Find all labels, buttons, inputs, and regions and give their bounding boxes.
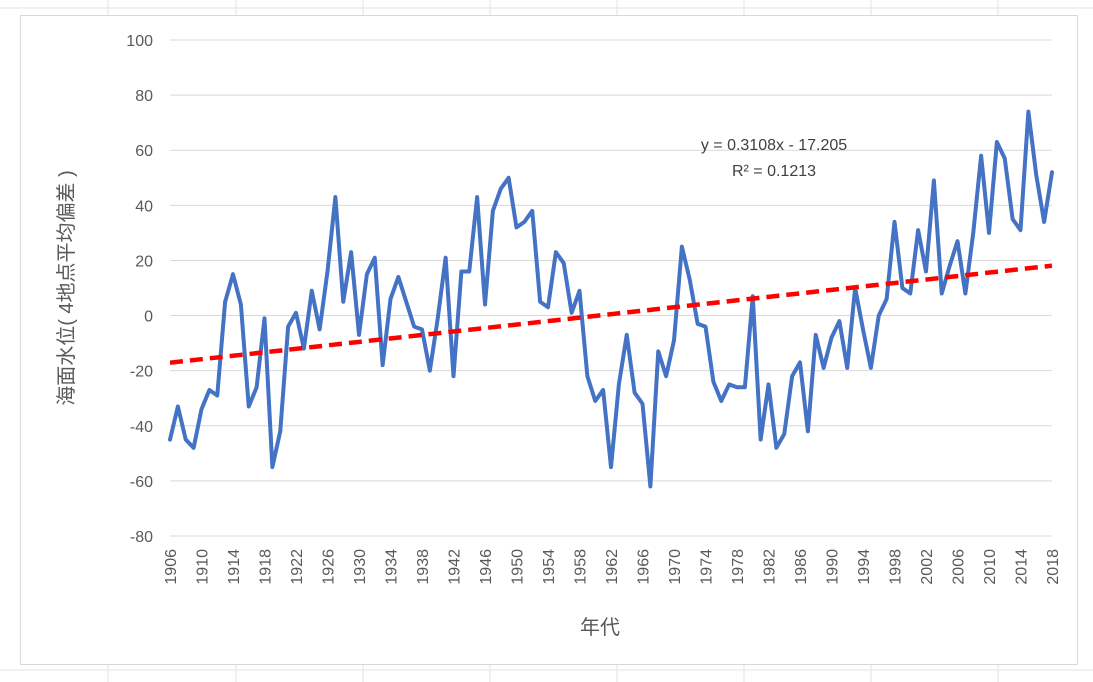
x-tick-label: 1962 <box>604 549 621 585</box>
y-axis-title: 海面水位( 4地点平均偏差 ) <box>55 170 78 406</box>
y-axis-tick-labels: 100 80 60 40 20 0 -20 -40 -60 -80 <box>126 33 153 546</box>
x-tick-label: 1934 <box>384 549 401 585</box>
x-tick-label: 1978 <box>730 549 747 585</box>
x-tick-label: 1918 <box>258 549 275 585</box>
x-tick-label: 2014 <box>1014 549 1031 585</box>
x-tick-label: 1910 <box>195 549 212 585</box>
x-tick-label: 1922 <box>289 549 306 585</box>
y-tick-label: 60 <box>135 143 153 160</box>
x-tick-label: 1926 <box>321 549 338 585</box>
y-tick-label: -80 <box>130 529 153 546</box>
x-tick-label: 1970 <box>667 549 684 585</box>
series-line-sea-level <box>168 109 1054 489</box>
x-tick-label: 1946 <box>478 549 495 585</box>
y-tick-label: 20 <box>135 253 153 270</box>
trendline-equation: y = 0.3108x - 17.205 <box>701 137 847 154</box>
x-tick-label: 2006 <box>951 549 968 585</box>
x-tick-label: 1954 <box>541 549 558 585</box>
x-tick-label: 1950 <box>510 549 527 585</box>
x-tick-label: 1914 <box>226 549 243 585</box>
x-tick-label: 1942 <box>447 549 464 585</box>
chart-area[interactable] <box>20 15 1078 665</box>
series-layer <box>168 109 1054 489</box>
trendline <box>169 263 1053 365</box>
x-tick-label: 1966 <box>636 549 653 585</box>
y-tick-label: 0 <box>144 309 153 326</box>
x-tick-label: 1994 <box>856 549 873 585</box>
x-tick-label: 1930 <box>352 549 369 585</box>
y-tick-label: 80 <box>135 88 153 105</box>
x-axis-title: 年代 <box>580 616 620 639</box>
x-tick-label: 1974 <box>699 549 716 585</box>
x-tick-label: 1990 <box>825 549 842 585</box>
x-tick-label: 2010 <box>982 549 999 585</box>
y-tick-label: -40 <box>130 419 153 436</box>
annotations-layer: y = 0.3108x - 17.205 R² = 0.1213 <box>701 137 847 180</box>
x-tick-label: 1982 <box>762 549 779 585</box>
grid-lines <box>170 39 1052 537</box>
x-tick-label: 1998 <box>888 549 905 585</box>
x-tick-label: 1938 <box>415 549 432 585</box>
y-tick-label: -60 <box>130 474 153 491</box>
trendline-r-squared: R² = 0.1213 <box>732 163 816 180</box>
x-tick-label: 2018 <box>1045 549 1062 585</box>
x-tick-label: 1906 <box>163 549 180 585</box>
x-axis-tick-labels: 1906 1910 1914 1918 1922 1926 1930 1934 1938 1942… <box>163 549 1062 585</box>
x-tick-label: 1958 <box>573 549 590 585</box>
y-tick-label: -20 <box>130 364 153 381</box>
x-tick-label: 1986 <box>793 549 810 585</box>
x-tick-label: 2002 <box>919 549 936 585</box>
y-tick-label: 100 <box>126 33 153 50</box>
y-tick-label: 40 <box>135 198 153 215</box>
